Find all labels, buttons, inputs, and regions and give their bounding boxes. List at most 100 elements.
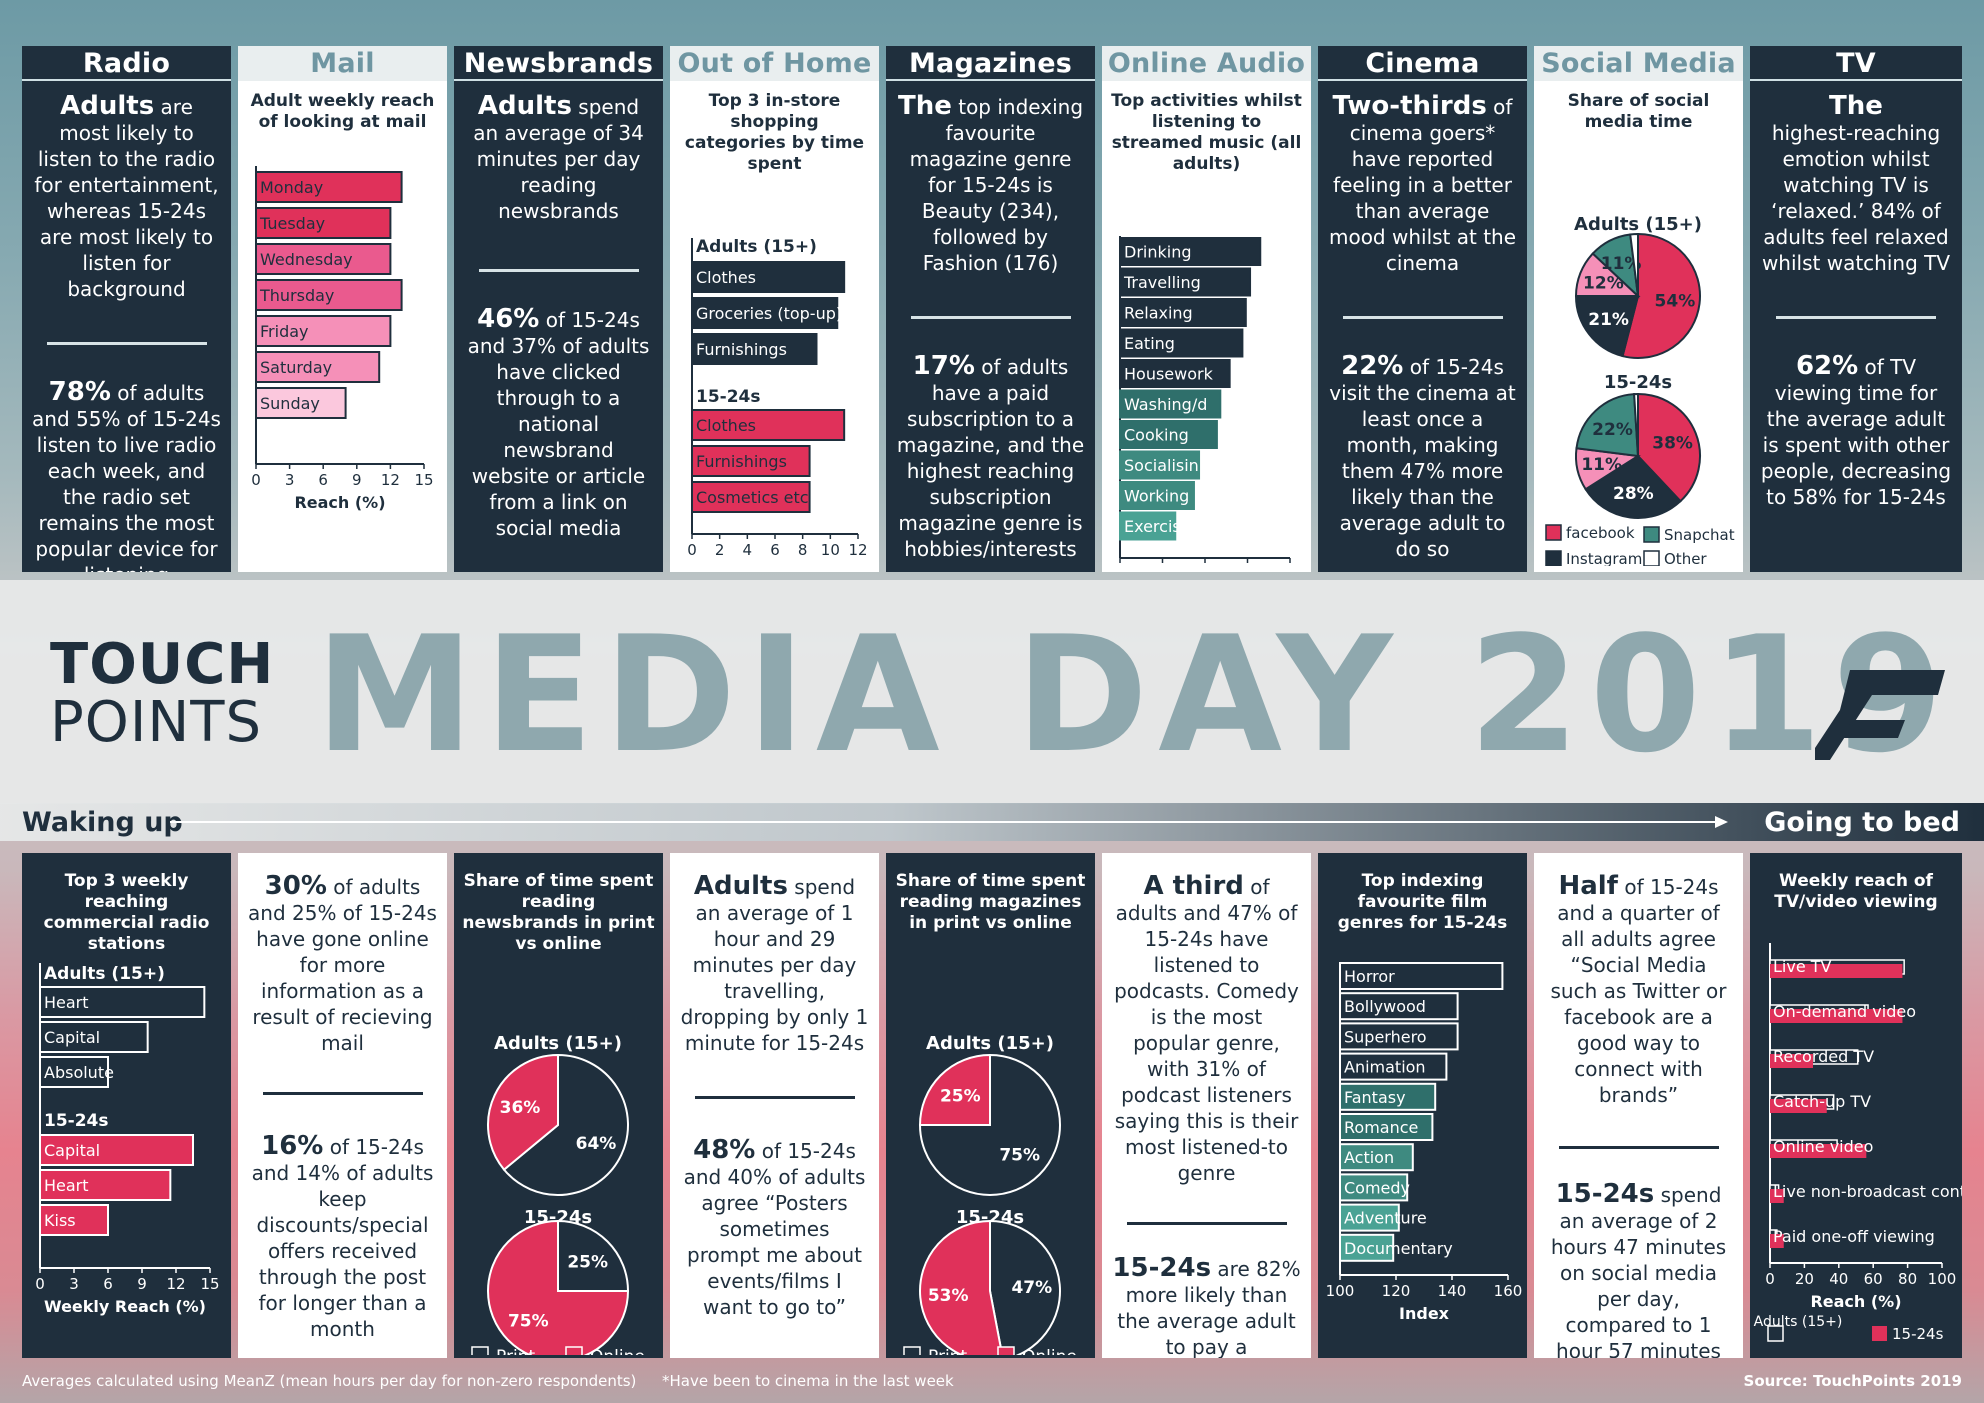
footnote-cinema: *Have been to cinema in the last week [662, 1372, 954, 1390]
chart-title: Weekly reach of TV/video viewing [1774, 871, 1938, 912]
x-tick-label: 15 [1238, 565, 1257, 566]
x-tick-label: 15 [414, 471, 433, 489]
panel-radio: Radio Adults are most likely to listen t… [22, 46, 231, 572]
social-media-share-charts: Adults (15+)54%21%12%11%15-24s38%28%11%2… [1545, 214, 1735, 566]
bar-label: Groceries (top-up) [696, 304, 842, 323]
bar-label: Superhero [1344, 1027, 1427, 1046]
bar-15-24s [1770, 1189, 1784, 1203]
bar-15-24s [1770, 1099, 1827, 1113]
bar-label: Absolute [44, 1063, 114, 1082]
pie-value-label: 22% [1592, 420, 1633, 440]
pie-value-label: 64% [576, 1134, 617, 1154]
tv-text-2: 62% of TV viewing time for the average a… [1760, 351, 1952, 509]
legend-swatch [997, 1346, 1015, 1355]
bar [39, 1134, 194, 1166]
panel-magazines-share: Share of time spent reading magazines in… [886, 853, 1095, 1358]
bar [1119, 328, 1244, 358]
magazines-text-2: 17% of adults have a paid subscription t… [896, 351, 1085, 561]
pie-slice [502, 1053, 629, 1196]
group-label: 15-24s [44, 1111, 109, 1131]
panel-mail-stats: 30% of adults and 25% of 15-24s have gon… [238, 853, 447, 1358]
panel-title: Cinema [1318, 46, 1527, 81]
bar [691, 333, 818, 365]
panel-mail: Mail Adult weekly reach of looking at ma… [238, 46, 447, 572]
mail-reach-chart: Monday Tuesday Wednesday Thursday Friday Satu… [251, 166, 434, 512]
panel-radio-stations: Top 3 weekly reaching commercial radio s… [22, 853, 231, 1358]
divider [1558, 1146, 1719, 1149]
bar-label: Cosmetics etc [696, 488, 809, 507]
x-tick-label: 80 [1898, 1270, 1917, 1288]
panel-online-audio: Online Audio Top activities whilst liste… [1102, 46, 1311, 572]
bar-label: Romance [1344, 1118, 1418, 1137]
x-tick-label: 160 [1494, 1282, 1523, 1300]
x-tick-label: 0 [1115, 565, 1125, 566]
bar [691, 481, 811, 513]
bar [1339, 1173, 1409, 1202]
travel-text-1: Adults spend an average of 1 hour and 29… [680, 871, 869, 1055]
waking-up-label: Waking up [22, 807, 183, 838]
bar-label: On-demand video [1773, 1002, 1916, 1021]
newsbrands-text-2: 46% of 15-24s and 37% of adults have cli… [467, 304, 650, 540]
chart-title: Top 3 weekly reaching commercial radio s… [43, 871, 210, 954]
page-title: MEDIA DAY 2019 [315, 601, 1954, 788]
legend-swatch [565, 1346, 583, 1355]
x-axis-title: Reach (%) [294, 493, 385, 512]
x-tick-label: 20 [1795, 1270, 1814, 1288]
bar-label: Travelling [1123, 273, 1201, 292]
panel-travel-stats: Adults spend an average of 1 hour and 29… [670, 853, 879, 1358]
x-axis-title: Weekly Reach (%) [44, 1297, 206, 1316]
logo-points: POINTS [50, 690, 263, 755]
pie-slice [1629, 232, 1639, 297]
magazines-share-charts: Adults (15+)75%25%15-24s47%53%PrintOnlin… [903, 1033, 1077, 1355]
panel-title: Mail [238, 46, 447, 81]
bar-15-24s [1770, 964, 1903, 978]
legend-swatch [1872, 1326, 1887, 1341]
pie-value-label: 54% [1655, 292, 1696, 312]
bar-label: Heart [44, 1176, 89, 1195]
radio-text-2: 78% of adults and 55% of 15-24s listen t… [32, 377, 221, 572]
bar [255, 207, 392, 239]
bar-label: Adventure [1344, 1209, 1427, 1228]
x-tick-label: 2 [715, 541, 725, 559]
divider [910, 316, 1071, 319]
bar [255, 279, 403, 311]
cinema-text-1: Two-thirds of cinema goers* have reporte… [1328, 91, 1517, 275]
chart-title: Top indexing favourite film genres for 1… [1337, 871, 1508, 933]
panel-title: Radio [22, 46, 231, 81]
tv-text-1: The highest-reaching emotion whilst watc… [1761, 91, 1951, 275]
podcast-text-2: 15-24s are 82% more likely than the aver… [1112, 1253, 1301, 1358]
legend-swatch [1545, 524, 1562, 541]
chart-title: Adult weekly reach of looking at mail [250, 91, 435, 132]
bar-label: Eating [1124, 334, 1175, 353]
pie-title: 15-24s [1604, 372, 1672, 393]
bar [39, 986, 206, 1018]
panel-out-of-home: Out of Home Top 3 in-store shopping cate… [670, 46, 879, 572]
x-axis-title: Index [1399, 1304, 1450, 1323]
source-note: Source: TouchPoints 2019 [1743, 1372, 1962, 1390]
bar [691, 261, 846, 293]
pie-value-label: 11% [1581, 455, 1622, 475]
pie-value-label: 28% [1613, 484, 1654, 504]
legend-label: 15-24s [1892, 1325, 1944, 1343]
pie-title: Adults (15+) [1574, 214, 1702, 235]
legend-label: Online [1022, 1347, 1077, 1355]
bar [255, 387, 347, 419]
bar [1119, 420, 1218, 449]
pie-slice [557, 1219, 630, 1292]
cinema-text-2: 22% of 15-24s visit the cinema at least … [1329, 351, 1516, 561]
legend-swatch [471, 1346, 489, 1355]
bar [39, 1056, 109, 1088]
bar-label: Exercis [1124, 517, 1181, 536]
chart-title: Top activities whilst listening to strea… [1111, 91, 1302, 174]
bar-label: Kiss [44, 1211, 76, 1230]
divider [1776, 316, 1936, 319]
pie-slice [1584, 454, 1682, 519]
x-tick-label: 6 [103, 1275, 113, 1293]
panel-title: Magazines [886, 46, 1095, 81]
x-tick-label: 4 [743, 541, 753, 559]
bar-15-24s [1770, 1054, 1813, 1068]
tv-reach-chart: Live TV On-demand video Recorded TV Catch-u… [1754, 943, 1962, 1343]
x-tick-label: 12 [848, 541, 867, 559]
radio-text-1: Adults are most likely to listen to the … [34, 91, 219, 301]
bar [691, 445, 811, 477]
